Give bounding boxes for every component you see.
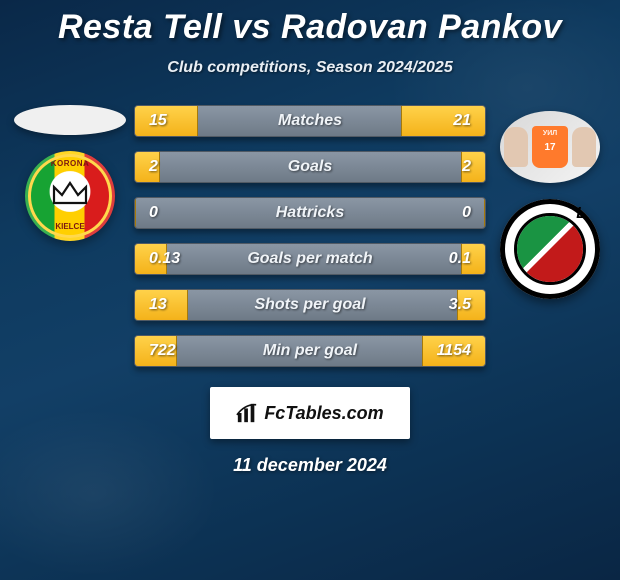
brand-card: FcTables.com xyxy=(210,387,410,439)
brand-bars-icon xyxy=(236,402,258,424)
stat-value-right: 21 xyxy=(413,112,485,130)
stat-row: 2Goals2 xyxy=(134,151,486,183)
stat-row: 15Matches21 xyxy=(134,105,486,137)
crown-icon xyxy=(50,177,90,207)
stat-label: Goals per match xyxy=(207,250,413,268)
brand-text: FcTables.com xyxy=(264,403,383,424)
stat-value-right: 0.1 xyxy=(413,250,485,268)
date-text: 11 december 2024 xyxy=(0,455,620,476)
stat-label: Min per goal xyxy=(207,342,413,360)
stat-label: Goals xyxy=(207,158,413,176)
right-column: 17 L xyxy=(486,105,614,367)
player-photo-right: 17 xyxy=(500,111,600,183)
stat-value-left: 2 xyxy=(135,158,207,176)
stat-value-right: 3.5 xyxy=(413,296,485,314)
stat-row: 0Hattricks0 xyxy=(134,197,486,229)
player-photo-left xyxy=(14,105,126,135)
stat-label: Matches xyxy=(207,112,413,130)
shirt-icon: 17 xyxy=(532,126,568,168)
stat-row: 722Min per goal1154 xyxy=(134,335,486,367)
page-title: Resta Tell vs Radovan Pankov xyxy=(0,0,620,47)
stat-value-left: 13 xyxy=(135,296,207,314)
stat-label: Shots per goal xyxy=(207,296,413,314)
stat-value-left: 0 xyxy=(135,204,207,222)
club-badge-left: KORONA KIELCE xyxy=(25,151,115,241)
subtitle: Club competitions, Season 2024/2025 xyxy=(0,59,620,77)
stat-row: 0.13Goals per match0.1 xyxy=(134,243,486,275)
stat-label: Hattricks xyxy=(207,204,413,222)
club-left-top-text: KORONA xyxy=(51,159,90,168)
left-column: KORONA KIELCE xyxy=(6,105,134,367)
club-left-bottom-text: KIELCE xyxy=(55,222,84,231)
stat-value-left: 0.13 xyxy=(135,250,207,268)
stat-row: 13Shots per goal3.5 xyxy=(134,289,486,321)
stat-value-right: 0 xyxy=(413,204,485,222)
stat-value-right: 2 xyxy=(413,158,485,176)
club-badge-right: L xyxy=(500,199,600,299)
stat-value-left: 722 xyxy=(135,342,207,360)
stats-list: 15Matches21 2Goals2 0Hattricks0 0.13Goals p… xyxy=(134,105,486,367)
stat-value-left: 15 xyxy=(135,112,207,130)
stat-value-right: 1154 xyxy=(413,342,485,360)
